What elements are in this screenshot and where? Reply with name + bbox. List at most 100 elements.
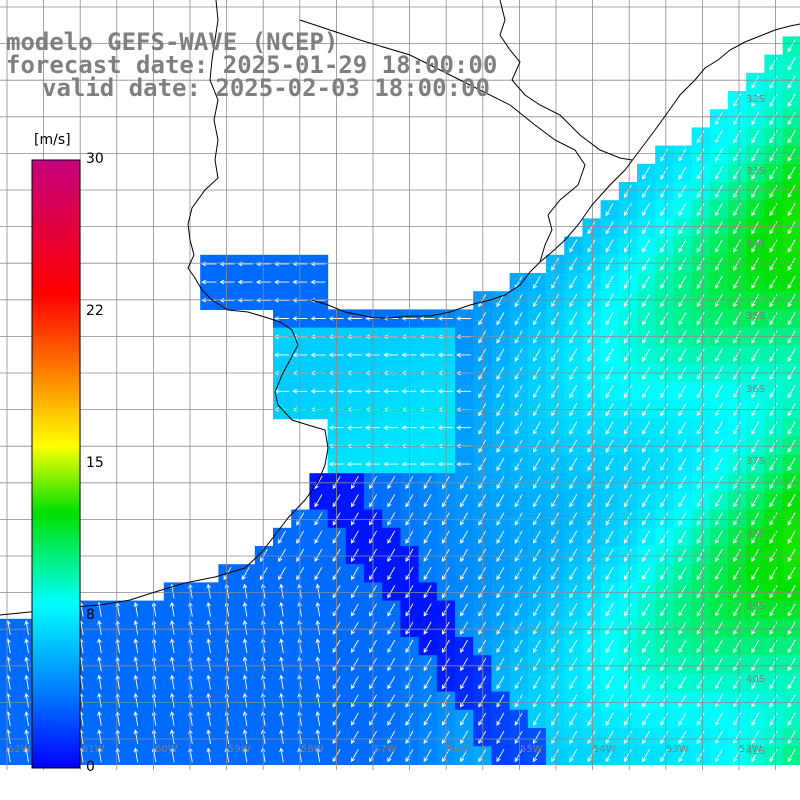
wind-arrow: [642, 166, 650, 180]
wind-arrow: [751, 457, 760, 472]
wind-arrow: [206, 692, 211, 708]
wind-arrow: [169, 638, 175, 654]
wind-arrow: [387, 603, 396, 617]
wind-arrow: [587, 475, 596, 490]
wind-arrow: [787, 712, 796, 726]
wind-arrow: [623, 184, 632, 199]
wind-arrow: [714, 694, 723, 708]
wind-arrow: [314, 566, 323, 581]
lon-label-52w: 52W: [739, 744, 762, 755]
title-forecast-date: forecast date: 2025-01-29 18:00:00: [6, 51, 498, 79]
wind-arrow: [714, 639, 723, 654]
wind-arrow: [279, 656, 284, 672]
wind-arrow: [310, 279, 326, 285]
wind-arrow: [623, 730, 632, 745]
wind-arrow: [751, 293, 760, 308]
wind-arrow: [642, 384, 650, 399]
wind-arrow: [206, 674, 211, 690]
wind-arrow: [787, 457, 796, 472]
wind-arrow: [733, 639, 741, 654]
wind-arrow: [419, 352, 435, 358]
wind-arrow: [605, 748, 614, 763]
wind-arrow: [787, 348, 796, 362]
lat-label-32s: 32S: [746, 94, 766, 105]
wind-arrow: [787, 57, 796, 71]
wind-arrow: [460, 512, 468, 526]
wind-arrow: [24, 692, 29, 708]
wind-arrow: [605, 530, 614, 544]
wind-arrow: [623, 748, 632, 763]
wind-arrow: [419, 316, 435, 321]
wind-arrow: [460, 621, 468, 635]
wind-arrow: [496, 748, 505, 763]
wind-arrow: [787, 694, 796, 708]
colorbar-tick-0: 0: [86, 759, 95, 775]
wind-arrow: [678, 730, 687, 745]
wind-arrow: [478, 312, 487, 326]
wind-arrow: [751, 475, 760, 490]
wind-arrow: [383, 389, 399, 394]
wind-arrow: [714, 585, 723, 599]
lon-label-56w: 56W: [447, 744, 470, 755]
wind-arrow: [660, 293, 669, 308]
wind-arrow: [714, 148, 723, 162]
wind-arrow: [551, 293, 559, 308]
wind-arrow: [696, 748, 705, 763]
wind-arrow: [751, 239, 760, 253]
wind-arrow: [242, 711, 248, 726]
wind-arrow: [787, 93, 796, 108]
wind-arrow: [241, 566, 250, 581]
lat-label-39s: 39S: [746, 601, 766, 612]
wind-arrow: [733, 748, 741, 763]
wind-arrow: [532, 312, 541, 326]
wind-arrow: [787, 239, 796, 253]
wind-arrow: [551, 257, 559, 271]
wind-arrow: [569, 475, 578, 490]
wind-arrow: [660, 384, 669, 399]
wind-arrow: [478, 457, 487, 472]
wind-arrow: [660, 676, 669, 690]
wind-arrow: [660, 494, 669, 508]
wind-arrow: [587, 257, 596, 271]
lon-label-61w: 61W: [82, 744, 105, 755]
wind-arrow: [97, 674, 102, 690]
wind-arrow: [623, 239, 632, 253]
wind-arrow: [423, 548, 432, 563]
wind-arrow: [423, 566, 432, 581]
wind-arrow: [751, 257, 760, 271]
wind-arrow: [733, 621, 741, 635]
wind-arrow: [496, 676, 505, 690]
wind-arrow: [496, 603, 505, 617]
wind-arrow: [787, 130, 796, 144]
wind-arrow: [315, 747, 321, 763]
wind-arrow: [733, 93, 741, 108]
wind-arrow: [733, 657, 741, 672]
wind-arrow: [532, 548, 541, 563]
wind-arrow: [206, 656, 211, 672]
wind-arrow: [642, 748, 650, 763]
wind-arrow: [514, 548, 523, 563]
wind-arrow: [514, 494, 523, 508]
wind-arrow: [587, 293, 596, 308]
wind-arrow: [551, 621, 559, 635]
wind-arrow: [787, 221, 796, 235]
wind-arrow: [587, 239, 596, 253]
wind-arrow: [419, 425, 435, 430]
wind-arrow: [387, 694, 396, 708]
wind-arrow: [569, 657, 578, 672]
wind-arrow: [678, 712, 687, 726]
wind-arrow: [259, 566, 268, 581]
wind-arrow: [387, 494, 396, 508]
wind-arrow: [696, 312, 705, 326]
wind-arrow: [751, 748, 760, 763]
wind-arrow: [387, 676, 396, 690]
wind-arrow: [278, 530, 286, 544]
wind-arrow: [623, 384, 632, 399]
wind-arrow: [496, 730, 505, 745]
wind-arrow: [551, 712, 559, 726]
wind-arrow: [423, 730, 432, 745]
wind-arrow: [587, 530, 596, 544]
wind-arrow: [623, 202, 632, 217]
wind-arrow: [97, 692, 102, 708]
wind-arrow: [751, 530, 760, 544]
